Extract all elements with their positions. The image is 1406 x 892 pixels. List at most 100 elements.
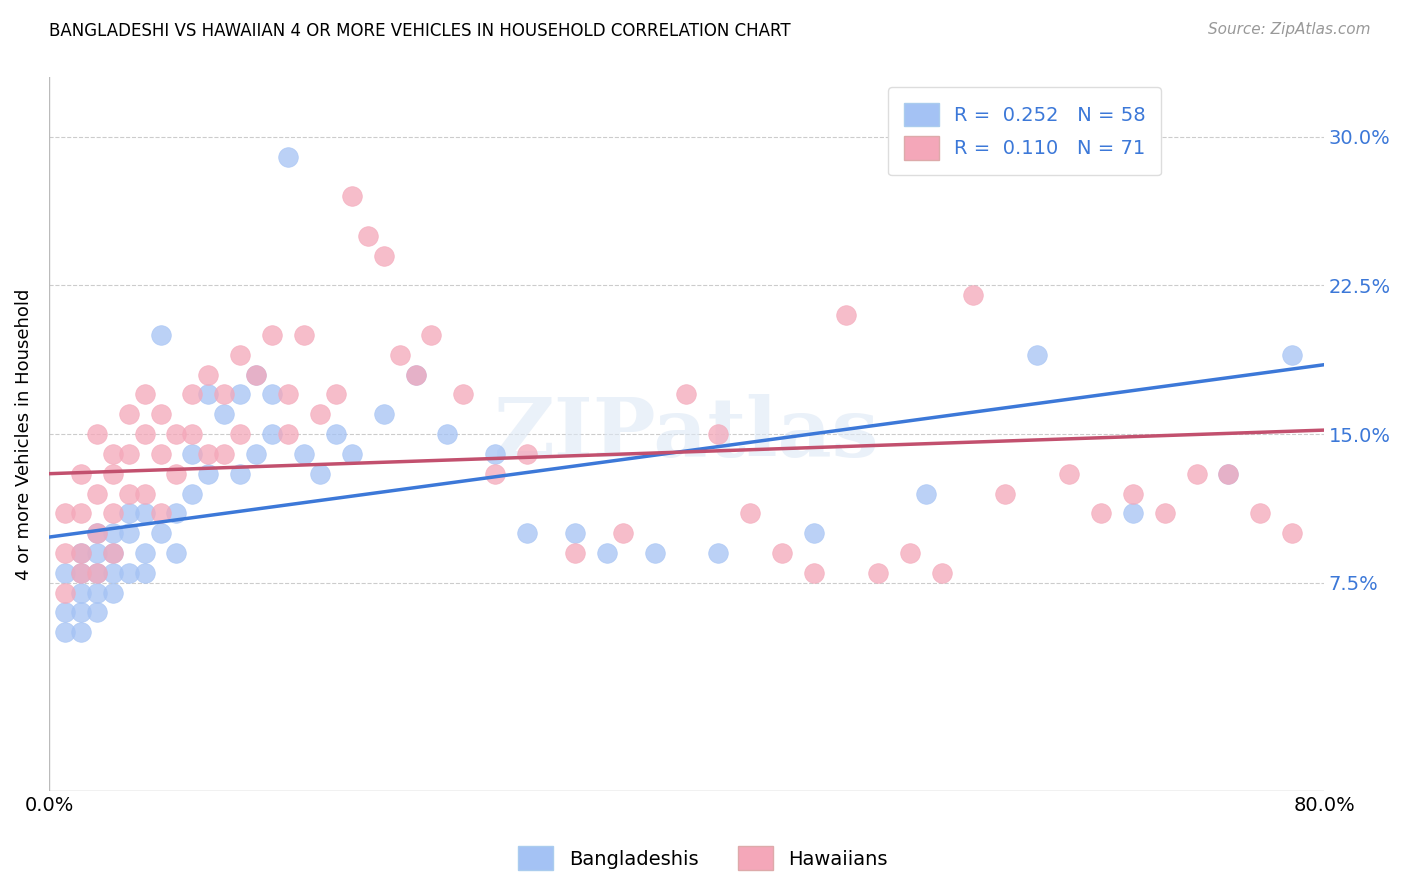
Point (866, 566, 889, 580)
Point (70, 566, 93, 580)
Point (229, 387, 252, 401)
Point (1249, 506, 1271, 520)
Point (149, 506, 172, 520)
Point (70, 506, 93, 520)
Point (101, 506, 124, 520)
Point (101, 585, 124, 599)
Point (101, 546, 124, 560)
Point (101, 566, 124, 580)
Point (166, 546, 188, 560)
Point (292, 328, 315, 343)
Point (309, 407, 332, 421)
Point (101, 546, 124, 560)
Point (564, 526, 586, 541)
Point (707, 427, 730, 442)
Point (835, 308, 858, 322)
Point (86, 566, 108, 580)
Point (436, 427, 458, 442)
Point (1153, 506, 1175, 520)
Point (1281, 348, 1303, 362)
Point (53, 585, 76, 599)
Point (277, 150, 299, 164)
Point (516, 447, 538, 461)
Point (53, 625, 76, 640)
Point (70, 625, 93, 640)
Point (516, 526, 538, 541)
Point (166, 427, 188, 442)
Point (101, 467, 124, 481)
Point (262, 427, 284, 442)
Point (1057, 467, 1080, 481)
Point (134, 387, 156, 401)
Point (740, 506, 762, 520)
Point (994, 486, 1017, 500)
Point (245, 368, 267, 382)
Point (1090, 506, 1112, 520)
Point (86, 526, 108, 541)
Point (197, 467, 219, 481)
Point (149, 407, 172, 421)
Point (118, 506, 141, 520)
Point (245, 447, 267, 461)
Point (325, 427, 347, 442)
Point (86, 606, 108, 620)
Point (262, 387, 284, 401)
Point (612, 526, 634, 541)
Point (101, 526, 124, 541)
Point (70, 585, 93, 599)
Point (245, 368, 267, 382)
Point (149, 447, 172, 461)
Point (86, 526, 108, 541)
Point (118, 407, 141, 421)
Point (1122, 486, 1144, 500)
Point (181, 387, 204, 401)
Point (340, 189, 363, 203)
Point (86, 585, 108, 599)
Point (453, 387, 475, 401)
Point (325, 387, 347, 401)
Point (803, 566, 825, 580)
Point (166, 506, 188, 520)
Point (229, 427, 252, 442)
Point (1218, 467, 1240, 481)
Point (134, 546, 156, 560)
Point (149, 526, 172, 541)
Point (1122, 506, 1144, 520)
Point (277, 387, 299, 401)
Point (770, 546, 793, 560)
Point (181, 486, 204, 500)
Point (405, 368, 427, 382)
Point (229, 467, 252, 481)
Point (53, 606, 76, 620)
Point (166, 467, 188, 481)
Point (484, 447, 506, 461)
Point (675, 387, 697, 401)
Point (118, 526, 141, 541)
Point (262, 328, 284, 343)
Point (134, 427, 156, 442)
Point (118, 566, 141, 580)
Point (277, 427, 299, 442)
Point (1281, 526, 1303, 541)
Point (914, 486, 936, 500)
Point (86, 566, 108, 580)
Text: ZIPatlas: ZIPatlas (494, 394, 879, 474)
Point (388, 348, 411, 362)
Point (197, 387, 219, 401)
Point (134, 486, 156, 500)
Point (197, 447, 219, 461)
Point (707, 546, 730, 560)
Point (70, 467, 93, 481)
Point (309, 467, 332, 481)
Point (1218, 467, 1240, 481)
Point (53, 506, 76, 520)
Point (405, 368, 427, 382)
Point (898, 546, 921, 560)
Legend: Bangladeshis, Hawaiians: Bangladeshis, Hawaiians (510, 838, 896, 878)
Point (357, 229, 380, 244)
Y-axis label: 4 or more Vehicles in Household: 4 or more Vehicles in Household (15, 288, 32, 580)
Point (564, 546, 586, 560)
Point (962, 288, 984, 302)
Text: Source: ZipAtlas.com: Source: ZipAtlas.com (1208, 22, 1371, 37)
Point (931, 566, 953, 580)
